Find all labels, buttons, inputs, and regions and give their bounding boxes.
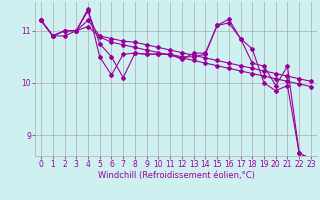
X-axis label: Windchill (Refroidissement éolien,°C): Windchill (Refroidissement éolien,°C) [98, 171, 254, 180]
